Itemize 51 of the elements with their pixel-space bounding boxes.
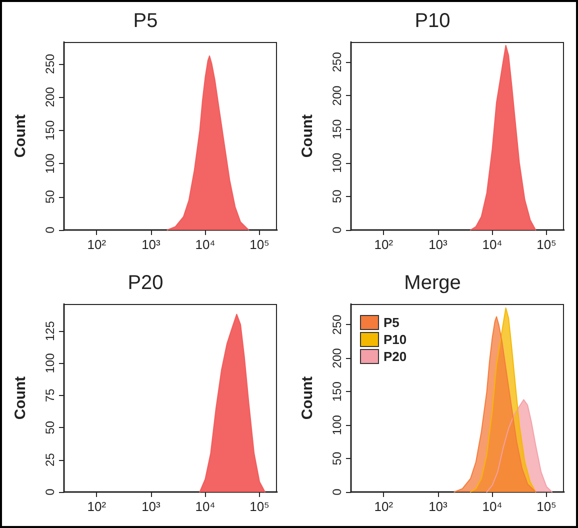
y-tick-label: 0 bbox=[330, 488, 344, 496]
x-tick-label: 10⁴ bbox=[482, 499, 502, 514]
x-tick-label: 10⁵ bbox=[250, 499, 270, 514]
y-tick-label: 200 bbox=[43, 86, 57, 108]
y-tick-label: 0 bbox=[43, 226, 57, 234]
chart-title: P5 bbox=[133, 10, 158, 32]
legend-label: P20 bbox=[384, 349, 407, 364]
y-tick-label: 50 bbox=[330, 189, 344, 204]
y-tick-label: 50 bbox=[43, 420, 57, 434]
y-tick-label: 250 bbox=[43, 54, 57, 74]
x-tick-label: 10⁵ bbox=[536, 499, 556, 514]
y-tick-label: 150 bbox=[330, 381, 344, 402]
y-tick-label: 100 bbox=[330, 152, 344, 173]
y-axis-title: Count bbox=[299, 114, 316, 158]
x-tick-label: 10⁴ bbox=[482, 237, 502, 252]
y-tick-label: 150 bbox=[330, 118, 344, 140]
y-axis-title: Count bbox=[12, 114, 29, 158]
y-axis-title: Count bbox=[12, 376, 29, 420]
y-tick-label: 150 bbox=[43, 120, 57, 140]
y-tick-label: 125 bbox=[43, 320, 57, 342]
y-tick-label: 100 bbox=[330, 414, 344, 436]
x-tick-label: 10² bbox=[87, 499, 107, 514]
y-tick-label: 25 bbox=[43, 452, 57, 466]
y-tick-label: 50 bbox=[43, 190, 57, 204]
legend-label: P10 bbox=[384, 332, 407, 347]
chart-title: P10 bbox=[414, 10, 450, 32]
x-tick-label: 10⁴ bbox=[195, 499, 216, 514]
y-tick-label: 100 bbox=[43, 153, 57, 174]
y-tick-label: 75 bbox=[43, 388, 57, 402]
x-tick-label: 10³ bbox=[428, 499, 448, 514]
y-tick-label: 0 bbox=[330, 226, 344, 234]
x-tick-label: 10² bbox=[374, 499, 394, 514]
x-tick-label: 10² bbox=[87, 237, 107, 252]
y-axis-title: Count bbox=[299, 376, 316, 420]
x-tick-label: 10⁵ bbox=[250, 237, 270, 252]
x-tick-label: 10⁴ bbox=[195, 237, 216, 252]
y-tick-label: 250 bbox=[330, 314, 344, 335]
chart-title: P20 bbox=[128, 272, 164, 294]
y-tick-label: 100 bbox=[43, 352, 57, 374]
y-tick-label: 50 bbox=[330, 452, 344, 466]
x-tick-label: 10³ bbox=[142, 499, 162, 514]
x-tick-label: 10⁵ bbox=[536, 237, 556, 252]
y-tick-label: 250 bbox=[330, 52, 344, 72]
x-tick-label: 10³ bbox=[142, 237, 162, 252]
chart-title: Merge bbox=[404, 272, 461, 294]
y-tick-label: 200 bbox=[330, 85, 344, 106]
y-tick-label: 0 bbox=[43, 488, 57, 496]
y-tick-label: 200 bbox=[330, 348, 344, 368]
x-tick-label: 10² bbox=[374, 237, 394, 252]
x-tick-label: 10³ bbox=[428, 237, 448, 252]
legend-label: P5 bbox=[384, 315, 400, 330]
